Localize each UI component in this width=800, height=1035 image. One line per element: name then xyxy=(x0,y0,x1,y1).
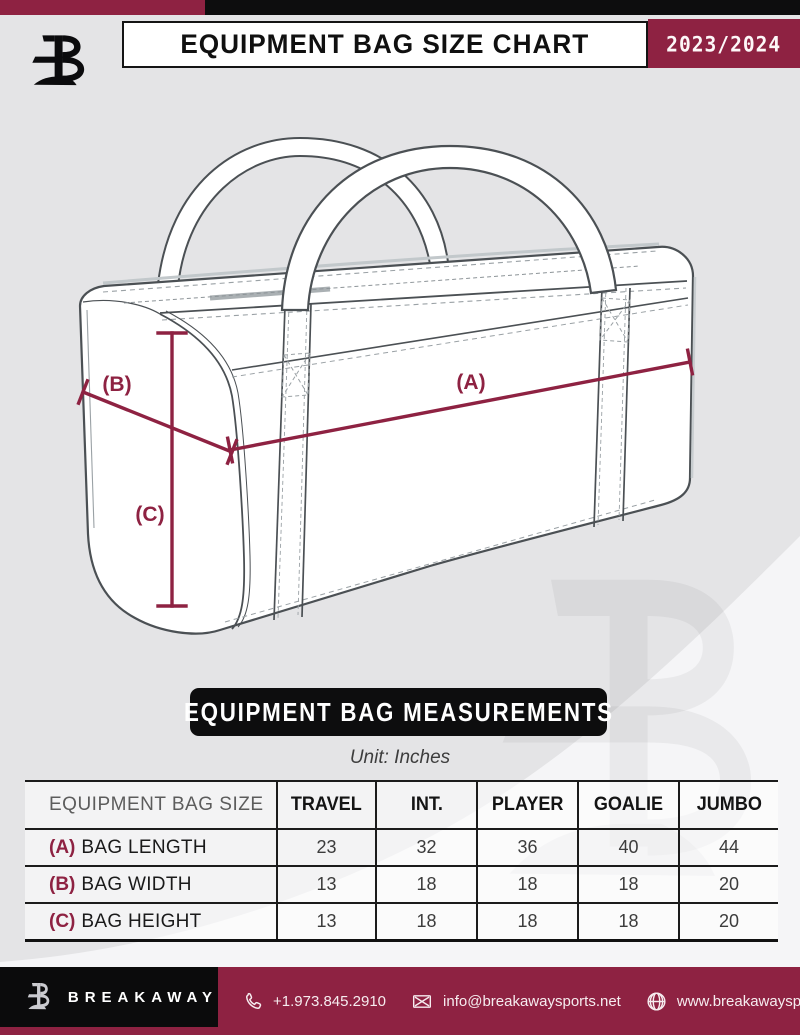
row-key-a: (A) xyxy=(49,836,76,858)
table-header-goalie: GOALIE xyxy=(577,782,678,828)
table-row-label-width: (B) BAG WIDTH xyxy=(25,865,276,902)
email-text: info@breakawaysports.net xyxy=(443,992,621,1010)
size-table: EQUIPMENT BAG SIZE TRAVEL INT. PLAYER GO… xyxy=(25,780,778,942)
dimension-line-b xyxy=(80,389,235,455)
page-title: EQUIPMENT BAG SIZE CHART xyxy=(180,29,590,59)
bag-body xyxy=(78,245,695,635)
dimension-lines xyxy=(76,331,695,608)
email-icon xyxy=(413,994,432,1008)
table-cell: 18 xyxy=(476,865,577,902)
contact-website[interactable]: www.breakawaysports.net xyxy=(645,990,800,1013)
dimension-label-b: (B) xyxy=(102,373,131,396)
phone-icon xyxy=(246,992,262,1009)
table-cell: 40 xyxy=(577,828,678,865)
phone-text: +1.973.845.2910 xyxy=(273,992,387,1010)
table-cell: 13 xyxy=(276,902,375,939)
bag-near-handle xyxy=(280,144,618,312)
table-cell: 20 xyxy=(678,865,778,902)
bag-front-strap-right xyxy=(593,285,631,528)
table-row-label-length: (A) BAG LENGTH xyxy=(25,828,276,865)
table-header-int: INT. xyxy=(375,782,476,828)
table-cell: 32 xyxy=(375,828,476,865)
row-key-c: (C) xyxy=(49,910,76,932)
row-key-b: (B) xyxy=(49,873,76,895)
table-cell: 23 xyxy=(276,828,375,865)
table-cell: 36 xyxy=(476,828,577,865)
footer: BREAKAWAY +1.973.845.2910 info@breakaway… xyxy=(0,967,800,1035)
bag-diagram: (A) (B) (C) xyxy=(76,136,697,635)
unit-label: Unit: Inches xyxy=(349,747,451,768)
season-badge: 2023/2024 xyxy=(648,19,800,68)
footer-contacts: +1.973.845.2910 info@breakawaysports.net… xyxy=(218,967,800,1035)
table-cell: 18 xyxy=(476,902,577,939)
table-header-player: PLAYER xyxy=(476,782,577,828)
table-cell: 18 xyxy=(375,902,476,939)
table-header-travel: TRAVEL xyxy=(276,782,375,828)
table-cell: 20 xyxy=(678,902,778,939)
table-cell: 18 xyxy=(375,865,476,902)
globe-icon xyxy=(647,991,666,1011)
topbar-accent xyxy=(0,0,205,15)
table-cell: 44 xyxy=(678,828,778,865)
website-text: www.breakawaysports.net xyxy=(676,992,800,1010)
table-header-size: EQUIPMENT BAG SIZE xyxy=(49,794,264,815)
contact-email[interactable]: info@breakawaysports.net xyxy=(410,991,621,1012)
table-cell: 18 xyxy=(577,902,678,939)
footer-b-logo-icon xyxy=(26,977,56,1017)
table-cell: 18 xyxy=(577,865,678,902)
contact-phone[interactable]: +1.973.845.2910 xyxy=(243,991,386,1012)
dimension-label-a: (A) xyxy=(456,371,485,394)
brand-b-logo-icon xyxy=(28,24,100,100)
table-header-jumbo: JUMBO xyxy=(678,782,778,828)
bag-front-strap-left xyxy=(273,303,312,621)
dimension-label-c: (C) xyxy=(135,503,164,526)
table-row-label-height: (C) BAG HEIGHT xyxy=(25,902,276,939)
dimension-line-a xyxy=(228,360,692,452)
table-cell: 13 xyxy=(276,865,375,902)
footer-brand: BREAKAWAY xyxy=(0,967,218,1027)
title-box: EQUIPMENT BAG SIZE CHART xyxy=(122,21,648,68)
footer-brand-name: BREAKAWAY xyxy=(67,988,218,1006)
topbar-black xyxy=(205,0,800,15)
season-text: 2023/2024 xyxy=(666,30,782,57)
section-banner: EQUIPMENT BAG MEASUREMENTS xyxy=(184,688,612,736)
section-banner-text: EQUIPMENT BAG MEASUREMENTS xyxy=(183,696,614,727)
